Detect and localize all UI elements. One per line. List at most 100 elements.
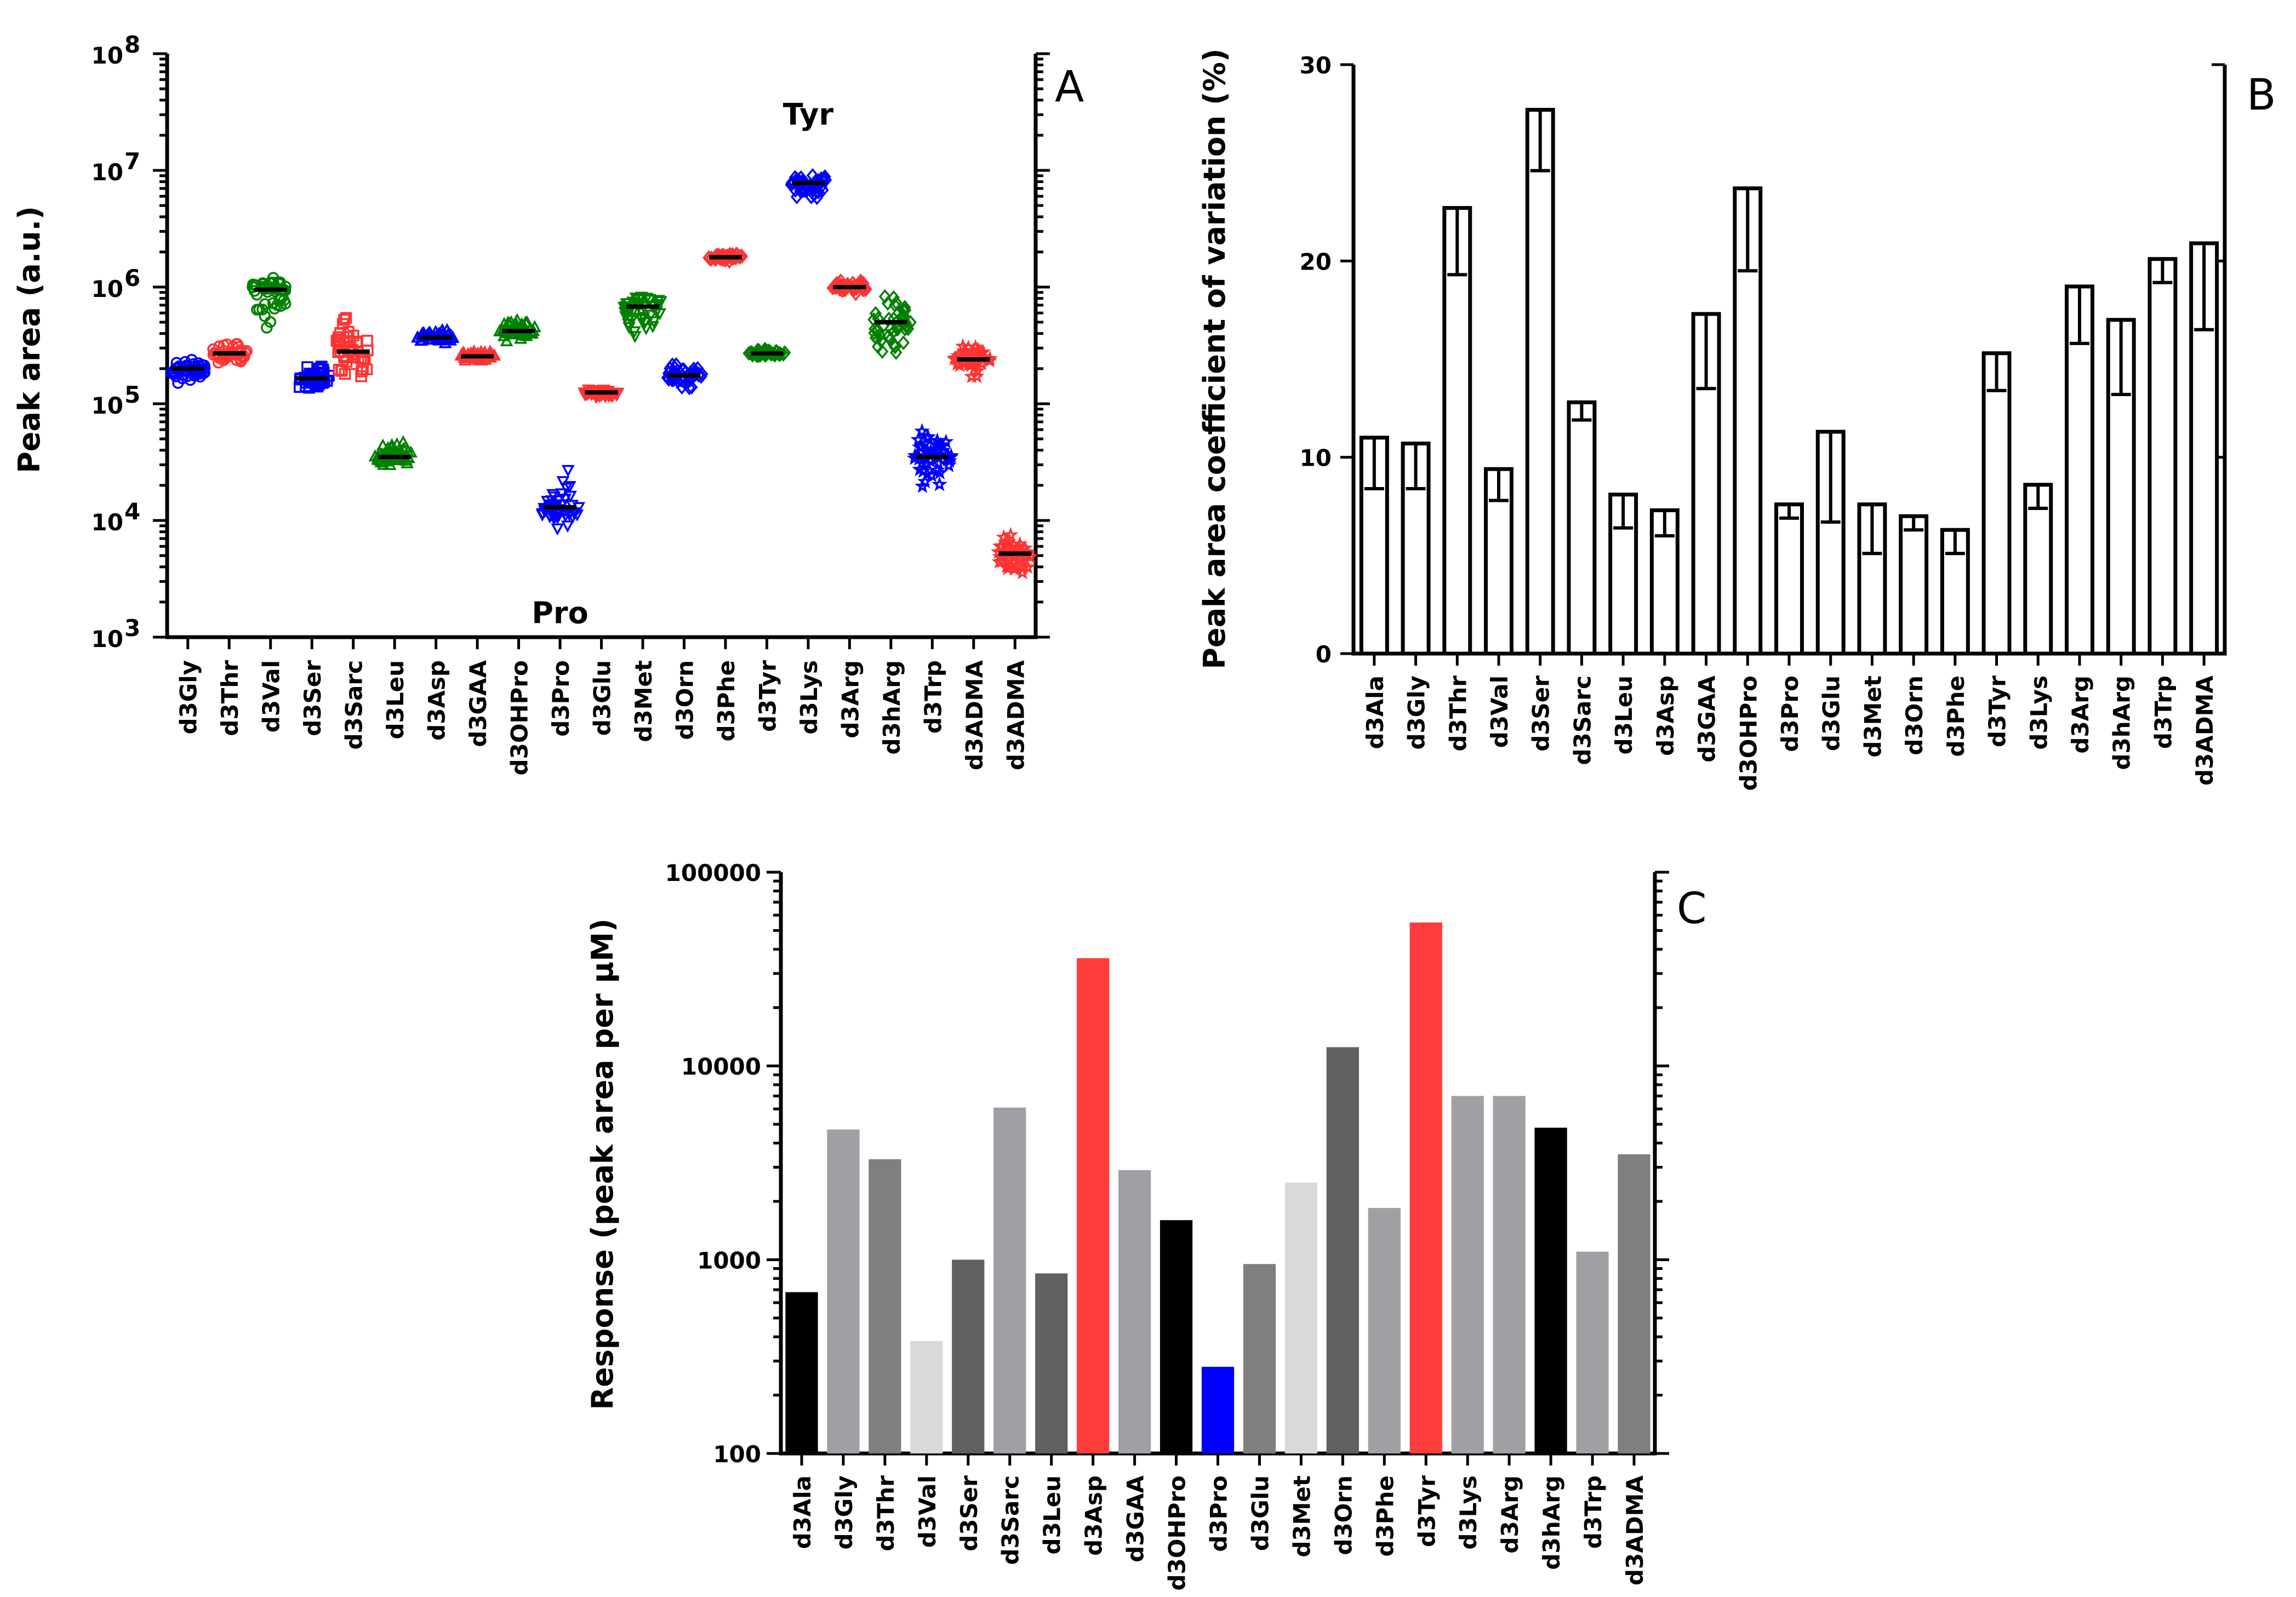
panel-a-x-tick-label: d3hArg bbox=[878, 660, 905, 754]
panel-a-data-point bbox=[249, 279, 261, 291]
panel-b-x-tick-label: d3OHPro bbox=[1735, 676, 1762, 791]
panel-a-data-point bbox=[876, 344, 889, 359]
panel-a-data-point bbox=[357, 353, 370, 365]
panel-a-data-point bbox=[184, 374, 196, 386]
panel-a-data-point bbox=[751, 345, 763, 360]
panel-a-y-axis-label: Peak area (a.u.) bbox=[12, 206, 47, 473]
panel-a-letter: A bbox=[1055, 62, 1084, 112]
panel-a-data-point bbox=[321, 375, 333, 387]
panel-a-data-point bbox=[654, 296, 667, 308]
panel-a-data-point bbox=[643, 294, 656, 306]
panel-b-bar-d3Lys bbox=[2023, 483, 2053, 656]
panel-c-bar-d3Sarc bbox=[993, 1107, 1026, 1453]
panel-a-y-tick-label: 10 bbox=[92, 392, 123, 419]
panel-a-data-point bbox=[335, 365, 347, 377]
panel-b-x-tick-label: d3Asp bbox=[1652, 676, 1679, 756]
panel-b-x-tick-label: d3Val bbox=[1486, 676, 1513, 748]
panel-a-data-point bbox=[179, 356, 191, 368]
panel-b-bar-d3Ser bbox=[1525, 107, 1555, 656]
panel-c-bar-d3Leu bbox=[1035, 1273, 1068, 1453]
panel-b-x-tick-label: d3Lys bbox=[2025, 676, 2052, 750]
panel-a-x-tick-label: d3Met bbox=[630, 660, 657, 742]
panel-a-data-point bbox=[914, 423, 930, 438]
panel-a-data-point bbox=[910, 431, 926, 447]
panel-c-y-tick-label: 1000 bbox=[697, 1247, 761, 1274]
panel-c-bar-d3Lys bbox=[1451, 1096, 1484, 1453]
panel-a-data-point bbox=[253, 303, 265, 316]
panel-a-data-point bbox=[561, 520, 574, 533]
panel-c-bar-d3Trp bbox=[1576, 1251, 1609, 1453]
panel-a-data-point bbox=[878, 289, 892, 304]
panel-a-data-point bbox=[603, 389, 617, 402]
panel-a-data-point bbox=[333, 331, 345, 344]
panel-b-bar-d3Tyr bbox=[1981, 351, 2012, 656]
panel-b-x-tick-label: d3Thr bbox=[1444, 676, 1471, 752]
panel-c-x-tick-label: d3Asp bbox=[1081, 1475, 1107, 1556]
panel-a-data-point bbox=[790, 189, 803, 204]
panel-c-bar-d3Phe bbox=[1368, 1207, 1401, 1453]
panel-a-data-point bbox=[713, 248, 726, 264]
panel-a-data-point bbox=[232, 341, 245, 353]
panel-a-x-tick-label: d3Arg bbox=[837, 660, 864, 739]
panel-a-data-point bbox=[912, 439, 928, 454]
panel-a-data-point bbox=[165, 367, 177, 379]
panel-a-data-point bbox=[311, 380, 324, 392]
panel-a-data-point bbox=[340, 356, 353, 368]
panel-a-data-point bbox=[819, 173, 832, 188]
panel-a-data-point bbox=[333, 364, 345, 376]
panel-c-bar-d3GAA bbox=[1118, 1170, 1151, 1453]
panel-a-data-point bbox=[218, 339, 230, 352]
panel-a-data-point bbox=[917, 473, 933, 489]
panel-a-data-point bbox=[1002, 526, 1019, 542]
panel-a-x-tick-label: d3Ser bbox=[299, 660, 326, 736]
panel-a-data-point bbox=[871, 339, 884, 354]
panel-b-x-tick-label: d3Leu bbox=[1610, 676, 1637, 754]
panel-a-data-point bbox=[970, 341, 986, 357]
panel-a-data-point bbox=[891, 319, 904, 335]
panel-a-x-tick-label: d3Asp bbox=[424, 660, 450, 741]
panel-a-x-tick-label: d3Trp bbox=[919, 660, 946, 734]
panel-b-x-tick-label: d3Orn bbox=[1901, 676, 1928, 755]
panel-a-data-point bbox=[551, 512, 564, 525]
panel-a-data-point bbox=[653, 308, 667, 320]
panel-c-x-tick-label: d3Glu bbox=[1247, 1475, 1273, 1551]
panel-a-data-point bbox=[275, 292, 288, 305]
panel-a-x-tick-label: d3Lys bbox=[796, 660, 823, 735]
panel-c-bar-d3Ser bbox=[952, 1260, 985, 1453]
panel-a-y-tick-label: 10 bbox=[92, 509, 123, 536]
panel-b-y-tick-label: 20 bbox=[1300, 248, 1332, 275]
panel-a-data-point bbox=[376, 438, 390, 451]
panel-a-data-point bbox=[168, 368, 180, 380]
panel-a-data-point bbox=[696, 367, 709, 382]
panel-b-bar-d3Trp bbox=[2147, 257, 2178, 656]
panel-c-bar-d3Gly bbox=[827, 1129, 860, 1453]
panel-a-data-point bbox=[1012, 536, 1028, 551]
panel-a-y-tick-exponent: 5 bbox=[124, 381, 140, 408]
panel-c-x-tick-label: d3Trp bbox=[1580, 1475, 1607, 1549]
panel-b-y-tick-label: 0 bbox=[1316, 641, 1332, 668]
panel-a-data-point bbox=[399, 440, 413, 453]
panel-a-series-d3Met bbox=[617, 291, 667, 344]
panel-a-data-point bbox=[330, 335, 343, 347]
panel-a-data-point bbox=[278, 294, 290, 307]
panel-a-data-point bbox=[929, 432, 945, 448]
panel-c-bar-d3Ala bbox=[785, 1292, 818, 1453]
panel-c-x-tick-label: d3Phe bbox=[1372, 1475, 1398, 1556]
panel-a-y-tick-exponent: 6 bbox=[124, 265, 140, 291]
panel-a-y-tick-exponent: 8 bbox=[124, 31, 140, 58]
panel-b-x-tick-label: d3Pro bbox=[1777, 676, 1803, 752]
panel-b-x-tick-label: d3ADMA bbox=[2191, 676, 2218, 786]
panel-a-data-point bbox=[1001, 534, 1017, 549]
panel-a-data-point bbox=[625, 315, 638, 328]
panel-b-bar-d3Sarc bbox=[1567, 400, 1597, 656]
panel-a-data-point bbox=[869, 330, 882, 346]
panel-b-x-tick-label: d3Phe bbox=[1943, 676, 1969, 757]
panel-a-data-point bbox=[662, 365, 675, 381]
panel-b-x-tick-label: d3Ser bbox=[1528, 676, 1555, 752]
panel-a-y-tick-label: 10 bbox=[92, 159, 123, 186]
panel-b-x-tick-label: d3GAA bbox=[1694, 676, 1721, 763]
panel-a-data-point bbox=[267, 297, 279, 310]
panel-a-x-tick-label: d3Sarc bbox=[341, 660, 368, 750]
